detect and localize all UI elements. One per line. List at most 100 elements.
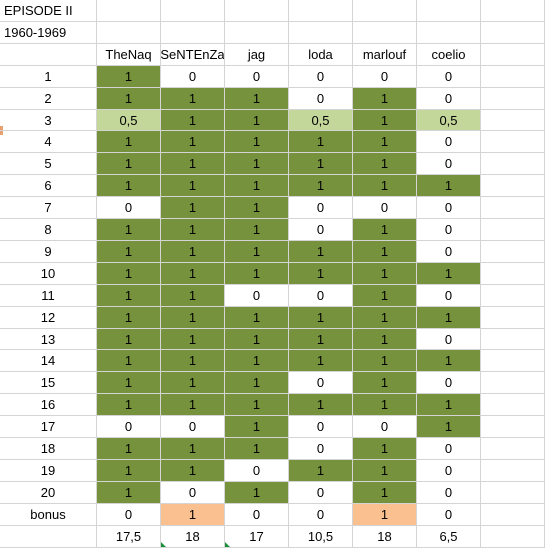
score-cell[interactable]: 1: [161, 394, 225, 416]
row-label[interactable]: 12: [0, 307, 97, 329]
score-cell[interactable]: 0: [353, 66, 417, 88]
score-cell[interactable]: 1: [353, 482, 417, 504]
score-cell[interactable]: 0: [417, 482, 481, 504]
score-cell[interactable]: 1: [353, 438, 417, 460]
score-cell[interactable]: 1: [225, 329, 289, 350]
empty-cell[interactable]: [481, 153, 545, 175]
row-label[interactable]: 17: [0, 416, 97, 438]
empty-cell[interactable]: [481, 131, 545, 153]
score-cell[interactable]: 1: [97, 285, 161, 307]
empty-cell[interactable]: [97, 22, 161, 44]
score-cell[interactable]: 0,5: [289, 110, 353, 131]
title-cell[interactable]: EPISODE II: [0, 0, 97, 22]
score-cell[interactable]: 1: [97, 153, 161, 175]
empty-cell[interactable]: [0, 44, 97, 66]
empty-cell[interactable]: [481, 0, 545, 22]
row-label[interactable]: 9: [0, 241, 97, 263]
empty-cell[interactable]: [481, 329, 545, 350]
row-label[interactable]: 5: [0, 153, 97, 175]
score-cell[interactable]: 1: [353, 307, 417, 329]
score-cell[interactable]: 1: [353, 110, 417, 131]
empty-cell[interactable]: [481, 416, 545, 438]
column-header[interactable]: SeNTEnZa: [161, 44, 225, 66]
score-cell[interactable]: 1: [161, 350, 225, 372]
score-cell[interactable]: 1: [161, 438, 225, 460]
empty-cell[interactable]: [481, 88, 545, 110]
empty-cell[interactable]: [289, 22, 353, 44]
score-cell[interactable]: 1: [225, 350, 289, 372]
row-label[interactable]: 14: [0, 350, 97, 372]
score-cell[interactable]: 0: [161, 416, 225, 438]
score-cell[interactable]: 1: [353, 372, 417, 394]
row-label[interactable]: 6: [0, 175, 97, 197]
score-cell[interactable]: 0: [417, 241, 481, 263]
empty-cell[interactable]: [225, 22, 289, 44]
score-cell[interactable]: 1: [161, 197, 225, 219]
score-cell[interactable]: 1: [289, 263, 353, 285]
score-cell[interactable]: 0: [289, 285, 353, 307]
score-cell[interactable]: 1: [417, 307, 481, 329]
score-cell[interactable]: 0: [289, 504, 353, 526]
score-cell[interactable]: 0: [417, 88, 481, 110]
column-header[interactable]: loda: [289, 44, 353, 66]
score-cell[interactable]: 1: [353, 350, 417, 372]
empty-cell[interactable]: [481, 504, 545, 526]
score-cell[interactable]: 0: [289, 66, 353, 88]
score-cell[interactable]: 0: [225, 66, 289, 88]
row-label[interactable]: 13: [0, 329, 97, 350]
score-cell[interactable]: 0: [289, 372, 353, 394]
score-cell[interactable]: 1: [97, 131, 161, 153]
row-label[interactable]: 11: [0, 285, 97, 307]
score-cell[interactable]: 1: [353, 219, 417, 241]
score-cell[interactable]: 0: [289, 416, 353, 438]
empty-cell[interactable]: [353, 0, 417, 22]
score-cell[interactable]: 1: [161, 504, 225, 526]
score-cell[interactable]: 0: [97, 504, 161, 526]
score-cell[interactable]: 1: [225, 416, 289, 438]
score-cell[interactable]: 1: [225, 88, 289, 110]
score-cell[interactable]: 1: [97, 329, 161, 350]
score-cell[interactable]: 0: [289, 438, 353, 460]
score-cell[interactable]: 0: [353, 197, 417, 219]
score-cell[interactable]: 1: [353, 329, 417, 350]
score-cell[interactable]: 0: [417, 460, 481, 482]
score-cell[interactable]: 0: [417, 504, 481, 526]
column-header[interactable]: jag: [225, 44, 289, 66]
score-cell[interactable]: 1: [225, 307, 289, 329]
score-cell[interactable]: 1: [225, 153, 289, 175]
score-cell[interactable]: 0: [353, 416, 417, 438]
score-cell[interactable]: 1: [97, 66, 161, 88]
score-cell[interactable]: 1: [289, 175, 353, 197]
score-cell[interactable]: 1: [161, 110, 225, 131]
score-cell[interactable]: 1: [353, 394, 417, 416]
score-cell[interactable]: 1: [225, 241, 289, 263]
total-cell[interactable]: 17,5: [97, 526, 161, 548]
score-cell[interactable]: 0,5: [417, 110, 481, 131]
score-cell[interactable]: 1: [225, 394, 289, 416]
empty-cell[interactable]: [161, 0, 225, 22]
score-cell[interactable]: 1: [225, 438, 289, 460]
empty-cell[interactable]: [481, 438, 545, 460]
score-cell[interactable]: 1: [353, 504, 417, 526]
score-cell[interactable]: 0: [289, 482, 353, 504]
empty-cell[interactable]: [353, 22, 417, 44]
score-cell[interactable]: 1: [225, 175, 289, 197]
score-cell[interactable]: 0: [417, 219, 481, 241]
score-cell[interactable]: 1: [353, 241, 417, 263]
score-cell[interactable]: 1: [225, 131, 289, 153]
row-label[interactable]: 1: [0, 66, 97, 88]
score-cell[interactable]: 0: [417, 329, 481, 350]
score-cell[interactable]: 0: [161, 482, 225, 504]
score-cell[interactable]: 1: [161, 263, 225, 285]
empty-cell[interactable]: [481, 460, 545, 482]
empty-cell[interactable]: [417, 22, 481, 44]
score-cell[interactable]: 1: [225, 110, 289, 131]
score-cell[interactable]: 0: [417, 285, 481, 307]
score-cell[interactable]: 1: [97, 88, 161, 110]
score-cell[interactable]: 0: [225, 285, 289, 307]
score-cell[interactable]: 0: [289, 219, 353, 241]
empty-cell[interactable]: [97, 0, 161, 22]
score-cell[interactable]: 0: [225, 504, 289, 526]
score-cell[interactable]: 1: [289, 350, 353, 372]
score-cell[interactable]: 1: [289, 241, 353, 263]
